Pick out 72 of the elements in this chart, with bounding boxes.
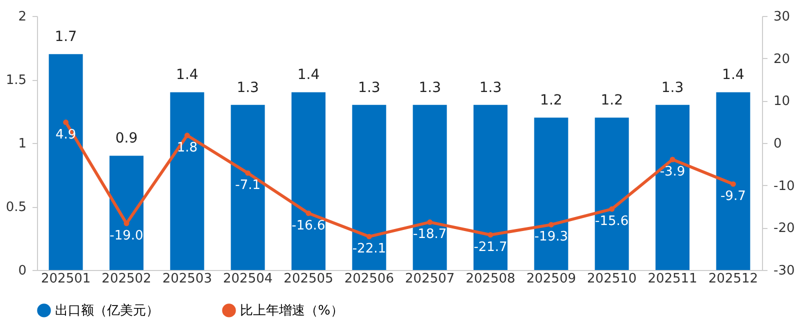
point	[306, 210, 312, 216]
point	[63, 120, 69, 125]
y2-tick-label: 10	[774, 94, 790, 110]
bar	[474, 104, 508, 270]
x-tick-label: 202507	[405, 272, 455, 286]
y2-tick-label: 30	[774, 10, 790, 24]
x-tick-label: 202508	[466, 272, 516, 286]
legend-label: 出口额（亿美元）	[55, 302, 159, 318]
bar	[109, 156, 144, 270]
data-label: 1.4	[176, 67, 198, 84]
data-label: 1.4	[297, 67, 320, 84]
legend-label: 比上年增速（%）	[240, 303, 344, 318]
bar	[534, 118, 568, 270]
bar	[656, 104, 690, 270]
data-label: 1.3	[661, 80, 684, 96]
bar	[352, 104, 386, 270]
y-tick-label: 1.5	[6, 73, 26, 88]
point	[488, 232, 494, 238]
bar	[291, 92, 326, 270]
data-label: 1.2	[540, 92, 562, 109]
data-label: 1.7	[54, 29, 77, 46]
data-label: 0.9	[115, 130, 138, 147]
y-tick-label: 0	[18, 264, 26, 278]
data-label: 1.3	[236, 80, 259, 96]
bar	[170, 92, 204, 270]
y2-tick-label: -30	[774, 264, 795, 278]
x-tick-label: 202509	[526, 272, 576, 286]
x-tick-label: 202504	[223, 272, 273, 286]
data-label: -15.6	[595, 214, 629, 230]
point	[730, 181, 736, 187]
bar	[412, 104, 447, 270]
data-label: 1.3	[358, 80, 380, 96]
data-label: -21.7	[474, 240, 508, 255]
bar	[48, 54, 83, 270]
point	[670, 156, 676, 162]
y-tick-label: 0.5	[6, 200, 26, 215]
point	[245, 170, 251, 176]
bar	[716, 92, 750, 270]
data-label: -16.6	[292, 218, 326, 234]
x-tick-label: 202505	[284, 272, 334, 286]
data-label: -18.7	[413, 227, 447, 242]
data-label: 1.2	[600, 92, 623, 109]
x-tick-label: 202502	[102, 272, 152, 286]
data-label: -22.1	[352, 242, 386, 257]
data-label: 1.3	[479, 80, 502, 96]
data-label: 1.3	[418, 80, 441, 96]
x-tick-label: 202506	[344, 272, 394, 286]
data-label: -3.9	[660, 164, 686, 180]
x-tick-label: 202501	[41, 272, 91, 286]
x-tick-label: 202511	[648, 272, 698, 286]
bar	[594, 118, 629, 270]
y2-tick-label: 0	[774, 136, 782, 152]
y-tick-label: 1	[18, 136, 26, 152]
x-tick-label: 202503	[162, 272, 212, 286]
point	[366, 234, 372, 240]
point	[427, 219, 433, 225]
data-label: -19.3	[534, 230, 568, 245]
x-tick-label: 202512	[708, 272, 758, 286]
point	[124, 220, 130, 226]
point	[548, 222, 554, 228]
data-label: -19.0	[110, 228, 144, 244]
y-tick-label: 2	[18, 10, 26, 24]
bar	[230, 104, 265, 270]
y2-tick-label: -20	[774, 221, 795, 236]
data-label: -7.1	[235, 178, 261, 194]
y2-tick-label: -10	[774, 178, 795, 194]
y2-tick-label: 20	[774, 52, 790, 67]
data-label: 1.4	[722, 67, 744, 84]
point	[184, 132, 190, 138]
point	[609, 206, 615, 212]
x-tick-label: 202510	[587, 272, 637, 286]
data-label: -9.7	[720, 189, 746, 204]
